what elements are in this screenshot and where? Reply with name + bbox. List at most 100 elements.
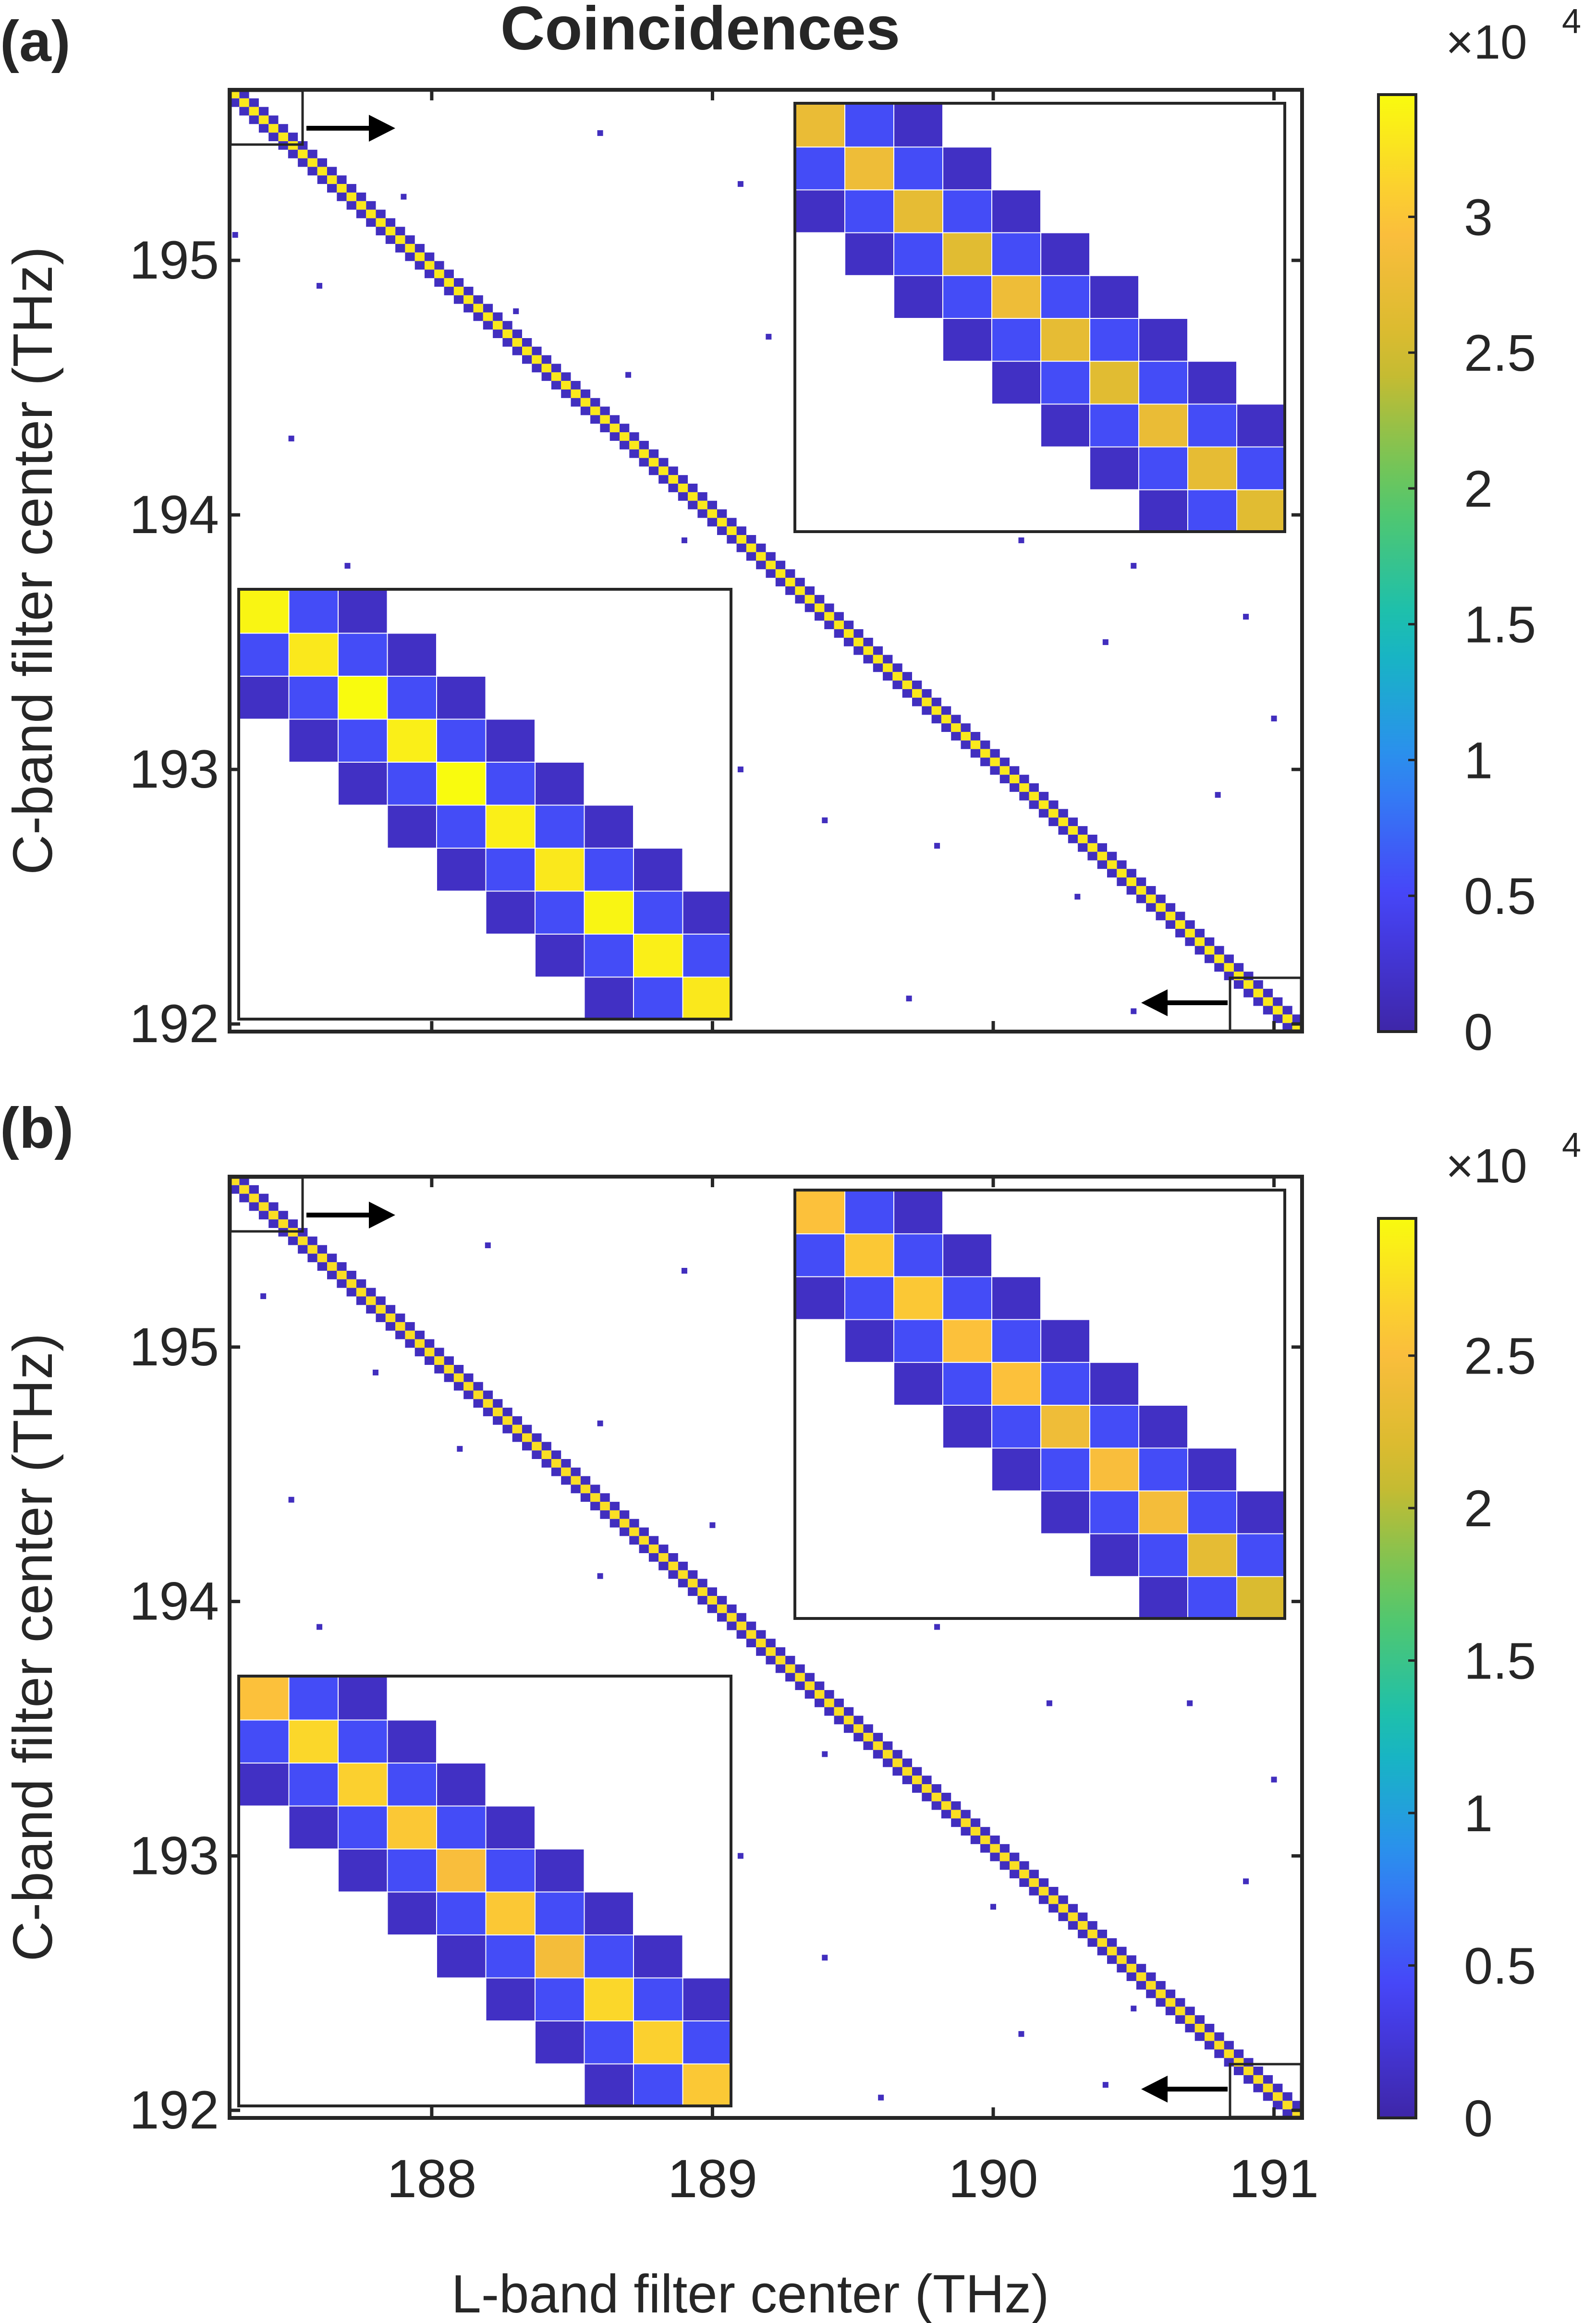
diagonal-sideband-cell xyxy=(834,612,844,621)
colorbar-tick-label: 0 xyxy=(1464,1003,1493,1061)
diagonal-sideband-cell xyxy=(688,1587,698,1596)
diagonal-sideband-cell xyxy=(580,389,591,398)
y-tick-label: 192 xyxy=(129,994,219,1054)
diagonal-sideband-cell xyxy=(502,338,512,347)
diagonal-sideband-cell xyxy=(853,646,864,655)
diagonal-peak-cell xyxy=(1224,963,1234,972)
diagonal-sideband-cell xyxy=(717,526,727,535)
diagonal-sideband-cell xyxy=(658,458,669,467)
diagonal-sideband-cell xyxy=(493,1416,503,1425)
diagonal-sideband-cell xyxy=(970,732,981,741)
diagonal-sideband-cell xyxy=(356,192,366,201)
inset-top-right xyxy=(793,102,1286,533)
diagonal-sideband-cell xyxy=(1224,2041,1234,2050)
diagonal-peak-cell xyxy=(922,1784,932,1793)
diagonal-peak-cell xyxy=(853,637,864,646)
diagonal-peak-cell xyxy=(1165,912,1176,921)
diagonal-sideband-cell xyxy=(571,381,581,389)
diagonal-sideband-cell xyxy=(1273,997,1283,1006)
diagonal-peak-cell xyxy=(1087,1930,1097,1938)
diagonal-sideband-cell xyxy=(961,740,971,749)
diagonal-peak-cell xyxy=(473,1390,483,1399)
inset-sideband-cell xyxy=(943,1277,991,1319)
diagonal-sideband-cell xyxy=(1078,1930,1088,1938)
diagonal-sideband-cell xyxy=(1078,843,1088,852)
diagonal-sideband-cell xyxy=(873,663,883,672)
diagonal-sideband-cell xyxy=(541,372,551,381)
inset-sideband-cell xyxy=(943,1234,991,1277)
diagonal-sideband-cell xyxy=(951,715,961,724)
inset-sideband-cell xyxy=(437,1806,486,1849)
diagonal-peak-cell xyxy=(697,500,707,510)
diagonal-sideband-cell xyxy=(668,484,678,492)
diagonal-peak-cell xyxy=(1126,1964,1136,1973)
diagonal-sideband-cell xyxy=(1156,1981,1166,1990)
diagonal-sideband-cell xyxy=(1214,2049,1224,2058)
diagonal-peak-cell xyxy=(980,1836,990,1844)
diagonal-sideband-cell xyxy=(1068,1904,1078,1913)
diagonal-sideband-cell xyxy=(1273,2083,1283,2092)
diagonal-sideband-cell xyxy=(658,1561,669,1570)
inset-sideband-cell xyxy=(437,719,486,762)
diagonal-peak-cell xyxy=(648,1545,659,1553)
diagonal-sideband-cell xyxy=(688,484,698,492)
diagonal-sideband-cell xyxy=(688,1570,698,1579)
diagonal-sideband-cell xyxy=(736,1613,746,1622)
diagonal-sideband-cell xyxy=(629,1519,639,1528)
diagonal-sideband-cell xyxy=(990,1852,1000,1861)
inset-border xyxy=(793,1189,1286,1620)
diagonal-peak-cell xyxy=(990,757,1000,766)
diagonal-sideband-cell xyxy=(522,1442,532,1451)
diagonal-peak-cell xyxy=(766,1647,776,1656)
inset-sideband-cell xyxy=(992,1406,1040,1448)
diagonal-sideband-cell xyxy=(1019,791,1029,801)
data-point xyxy=(260,1293,267,1299)
inset-peak-cell xyxy=(845,147,893,190)
diagonal-peak-cell xyxy=(366,209,376,219)
diagonal-sideband-cell xyxy=(648,466,659,475)
diagonal-sideband-cell xyxy=(337,1262,347,1271)
diagonal-sideband-cell xyxy=(853,1715,864,1725)
diagonal-sideband-cell xyxy=(824,620,834,630)
diagonal-sideband-cell xyxy=(639,458,649,467)
diagonal-sideband-cell xyxy=(249,115,259,124)
inset-sideband-cell xyxy=(1139,1448,1187,1491)
data-point xyxy=(317,283,323,289)
diagonal-peak-cell xyxy=(307,1245,317,1254)
x-tick-label: 191 xyxy=(1229,2149,1319,2209)
diagonal-sideband-cell xyxy=(1233,980,1244,989)
inset-sideband-cell xyxy=(289,591,338,633)
diagonal-sideband-cell xyxy=(522,338,532,347)
inset-sideband-cell xyxy=(536,1978,584,2020)
diagonal-sideband-cell xyxy=(1136,1964,1146,1973)
diagonal-sideband-cell xyxy=(785,1673,795,1682)
inset-sideband-cell xyxy=(240,677,289,719)
arrow-left-head xyxy=(1141,2076,1168,2103)
diagonal-sideband-cell xyxy=(268,1202,279,1211)
diagonal-sideband-cell xyxy=(1068,817,1078,827)
diagonal-sideband-cell xyxy=(1156,912,1166,921)
inset-sideband-cell xyxy=(992,362,1040,404)
diagonal-sideband-cell xyxy=(843,637,854,646)
diagonal-sideband-cell xyxy=(473,1382,483,1391)
diagonal-peak-cell xyxy=(405,243,415,253)
diagonal-sideband-cell xyxy=(697,1579,707,1588)
arrow-left-head xyxy=(1141,989,1168,1016)
inset-sideband-cell xyxy=(992,1320,1040,1362)
diagonal-peak-cell xyxy=(1078,1921,1088,1930)
diagonal-peak-cell xyxy=(1029,1878,1039,1887)
diagonal-sideband-cell xyxy=(541,1442,551,1451)
data-point xyxy=(288,1496,294,1503)
diagonal-peak-cell xyxy=(766,560,776,570)
diagonal-peak-cell xyxy=(473,304,483,313)
inset-sideband-cell xyxy=(683,935,731,977)
diagonal-peak-cell xyxy=(658,1553,669,1562)
diagonal-peak-cell xyxy=(298,149,308,158)
diagonal-sideband-cell xyxy=(522,355,532,364)
diagonal-sideband-cell xyxy=(775,578,786,586)
diagonal-sideband-cell xyxy=(824,1707,834,1716)
diagonal-peak-cell xyxy=(717,518,727,527)
diagonal-sideband-cell xyxy=(727,518,737,527)
diagonal-sideband-cell xyxy=(327,167,337,176)
inset-sideband-cell xyxy=(845,105,893,147)
